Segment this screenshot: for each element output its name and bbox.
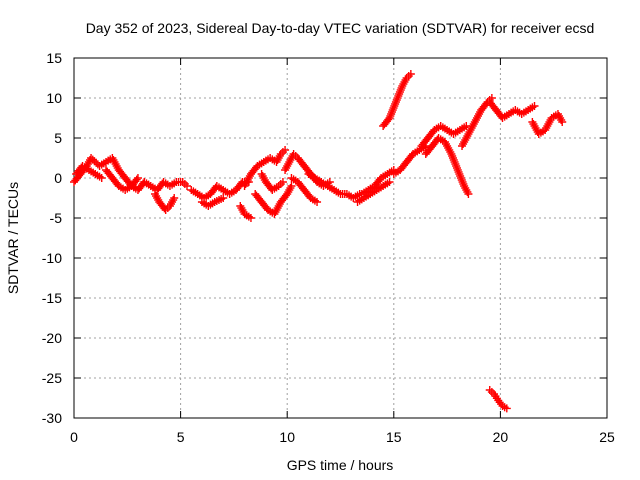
series-segment-20	[421, 134, 473, 198]
y-tick-label: -10	[42, 250, 62, 266]
data-point	[502, 404, 511, 413]
series-segment-7	[197, 194, 228, 210]
data-points	[70, 70, 567, 413]
data-point	[97, 174, 106, 182]
y-tick-label: -25	[42, 370, 62, 386]
plot-frame	[73, 57, 608, 419]
data-point	[385, 178, 394, 186]
data-point	[313, 198, 322, 206]
y-tick-label: 5	[54, 130, 62, 146]
y-tick-label: 15	[46, 50, 62, 66]
series-segment-16	[357, 166, 398, 198]
data-point	[406, 70, 415, 78]
data-point	[558, 118, 567, 126]
data-point	[246, 214, 255, 222]
series-segment-13	[287, 174, 322, 206]
y-tick-label: 0	[54, 170, 62, 186]
series-segment-6	[187, 178, 253, 202]
y-axis-label: SDTVAR / TECUs	[5, 182, 21, 294]
series-segment-23	[528, 110, 567, 138]
y-tick-label: -5	[50, 210, 63, 226]
y-tick-label: -30	[42, 410, 62, 426]
x-tick-label: 0	[70, 429, 78, 445]
x-tick-label: 5	[177, 429, 185, 445]
y-tick-label: 10	[46, 90, 62, 106]
series-segment-9	[240, 146, 290, 190]
data-point	[182, 182, 191, 190]
data-point	[281, 146, 290, 154]
data-point	[170, 194, 179, 202]
series-segment-10	[251, 182, 296, 218]
x-tick-label: 10	[279, 429, 295, 445]
data-point	[132, 175, 141, 184]
x-tick-label: 25	[599, 429, 615, 445]
y-tick-label: -20	[42, 330, 62, 346]
series-segment-5	[151, 190, 179, 214]
y-tick-label: -15	[42, 290, 62, 306]
grid-lines	[74, 58, 607, 418]
x-tick-label: 15	[386, 429, 402, 445]
data-point	[464, 190, 473, 198]
data-point	[287, 182, 296, 190]
series-segment-3	[101, 166, 142, 194]
series-segment-17	[379, 70, 415, 130]
series-segment-18	[389, 142, 430, 178]
data-point	[530, 102, 539, 110]
series-segment-11	[257, 170, 287, 194]
data-point	[278, 178, 287, 186]
x-axis-label: GPS time / hours	[287, 457, 394, 473]
data-point	[133, 174, 142, 182]
chart-title: Day 352 of 2023, Sidereal Day-to-day VTE…	[86, 20, 595, 36]
series-segment-22	[485, 98, 539, 122]
series-segment-4	[140, 178, 191, 194]
series-segment-24	[485, 386, 511, 413]
data-point	[219, 194, 228, 202]
axis-ticks: 0 5 10 15 20 25 15 10 5 0 -5 -10 -15 -20 -25 -30	[42, 50, 615, 445]
series-segment-21	[458, 94, 496, 150]
series-segment-2	[72, 162, 106, 182]
series-segment-8	[236, 202, 255, 222]
x-tick-label: 20	[493, 429, 509, 445]
series-segment-19	[417, 122, 471, 150]
